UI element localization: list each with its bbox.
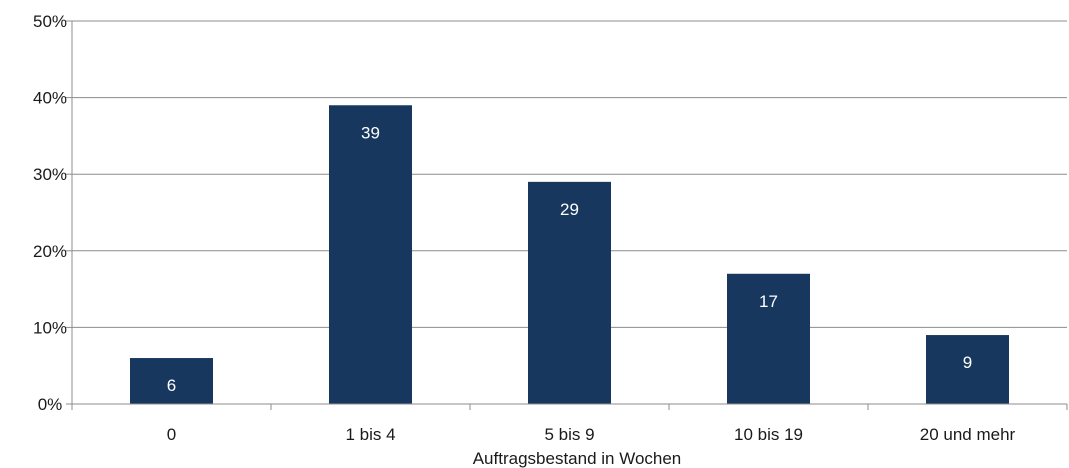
- x-tick-label: 1 bis 4: [345, 425, 395, 444]
- y-tick-label: 50%: [33, 12, 67, 31]
- y-tick-label: 40%: [33, 89, 67, 108]
- bar: [329, 105, 412, 404]
- data-label: 17: [759, 292, 778, 311]
- y-tick-label: 20%: [33, 242, 67, 261]
- bar: [727, 273, 810, 404]
- x-tick-label: 0: [167, 425, 176, 444]
- y-tick-label: 10%: [33, 318, 67, 337]
- y-tick-label: 0%: [38, 395, 63, 414]
- bar: [926, 335, 1009, 404]
- bar: [130, 358, 213, 404]
- labels: 0% 10% 20% 30% 40% 50% 6 0 39 1 bis 4 29 5 bis 9 17 1…: [33, 12, 1016, 444]
- gridlines: [72, 20, 1067, 328]
- data-label: 29: [560, 200, 579, 219]
- x-tick-label: 10 bis 19: [734, 425, 803, 444]
- x-tick-label: 5 bis 9: [544, 425, 594, 444]
- x-axis-title: Auftragsbestand in Wochen: [473, 449, 682, 468]
- y-tick-label: 30%: [33, 165, 67, 184]
- data-label: 6: [167, 376, 176, 395]
- bars: [130, 105, 1009, 404]
- bar: [528, 181, 611, 404]
- axes: [66, 20, 1068, 410]
- x-tick-label: 20 und mehr: [920, 425, 1016, 444]
- data-label: 39: [361, 123, 380, 142]
- data-label: 9: [963, 353, 972, 372]
